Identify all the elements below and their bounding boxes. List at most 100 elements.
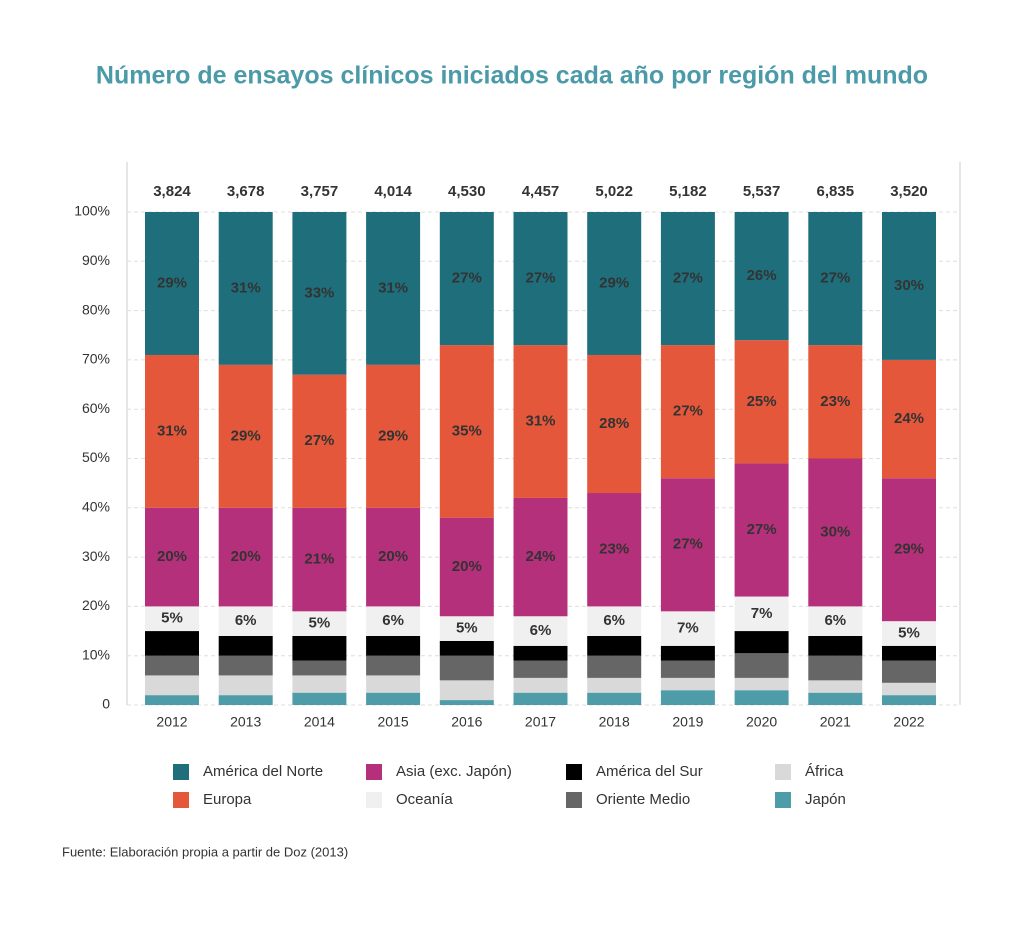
legend-label: Japón [805, 791, 846, 808]
bar-segment [292, 692, 347, 705]
legend-swatch [173, 764, 189, 780]
data-label: 20% [378, 548, 408, 565]
bar-segment [513, 497, 568, 617]
bar-segment [587, 677, 642, 693]
data-label: 21% [304, 551, 334, 568]
y-tick-label: 0 [102, 696, 110, 712]
x-tick-label: 2019 [672, 714, 703, 730]
x-tick-label: 2012 [156, 714, 187, 730]
bar-segment [808, 692, 863, 705]
bar-segment [734, 596, 789, 632]
legend-swatch [775, 792, 791, 808]
bar-segment [366, 364, 421, 508]
data-label: 27% [452, 270, 482, 287]
bar-segment [145, 354, 199, 508]
bar-segment [218, 655, 273, 676]
data-label: 28% [599, 415, 629, 432]
data-label: 31% [525, 412, 555, 429]
legend-label: Europa [203, 791, 252, 808]
bar-segment [734, 463, 789, 597]
bar-segment [292, 611, 347, 636]
total-label: 5,182 [669, 183, 707, 200]
bar-segment [587, 655, 642, 678]
bar-segment [439, 655, 494, 681]
total-label: 4,014 [374, 183, 412, 200]
bar-segment [218, 695, 273, 705]
bar-segment [882, 660, 936, 683]
bar-segment [513, 692, 568, 705]
bar-segment [292, 675, 347, 693]
data-label: 30% [894, 277, 924, 294]
data-label: 29% [599, 274, 629, 291]
legend-swatch [566, 764, 582, 780]
bar-segment [292, 635, 347, 661]
data-label: 29% [231, 427, 261, 444]
legend-swatch [366, 764, 382, 780]
data-label: 6% [824, 612, 846, 629]
data-label: 7% [751, 605, 773, 622]
bar-segment [145, 507, 199, 607]
y-tick-label: 80% [82, 301, 110, 317]
bar-segment [660, 660, 715, 678]
data-label: 30% [820, 523, 850, 540]
data-label: 29% [157, 274, 187, 291]
bar-segment [218, 212, 273, 365]
data-label: 23% [820, 393, 850, 410]
data-label: 24% [525, 548, 555, 565]
bar-segment [587, 493, 642, 607]
bar-segment [587, 212, 642, 355]
bar-segment [513, 212, 568, 346]
y-tick-label: 40% [82, 499, 110, 515]
legend-label: Oceanía [396, 791, 453, 808]
data-label: 6% [382, 612, 404, 629]
chart-title: Número de ensayos clínicos iniciados cad… [96, 62, 928, 90]
x-tick-label: 2015 [378, 714, 409, 730]
bar-segment [145, 655, 199, 676]
bar-segment [660, 478, 715, 612]
data-label: 33% [304, 284, 334, 301]
bar-segment [292, 212, 347, 375]
bar-segment [366, 606, 421, 636]
bar-segment [808, 680, 863, 693]
bar-segment [218, 675, 273, 696]
bar-segment [808, 212, 863, 346]
total-label: 3,520 [890, 183, 928, 200]
bar-segment [808, 655, 863, 681]
bar-segment [660, 611, 715, 646]
source-note: Fuente: Elaboración propia a partir de D… [62, 844, 348, 859]
bar-segment [808, 345, 863, 459]
bar-segment [808, 606, 863, 636]
data-label: 6% [530, 622, 552, 639]
legend-swatch [566, 792, 582, 808]
data-label: 25% [747, 393, 777, 410]
bar-segment [439, 345, 494, 518]
bar-segment [145, 631, 199, 656]
bar-segment [882, 212, 936, 360]
bar-segment [292, 374, 347, 508]
bar-segment [513, 345, 568, 498]
bar-segment [587, 606, 642, 636]
data-label: 27% [673, 403, 703, 420]
total-label: 5,537 [743, 183, 781, 200]
bar-segment [366, 635, 421, 656]
bar-segment [734, 631, 789, 654]
y-tick-label: 20% [82, 597, 110, 613]
y-tick-label: 70% [82, 351, 110, 367]
bar-segment [366, 675, 421, 693]
total-label: 4,530 [448, 183, 486, 200]
total-label: 5,022 [595, 183, 633, 200]
bar-segment [734, 677, 789, 691]
bar-segment [292, 660, 347, 676]
data-label: 5% [898, 624, 920, 641]
bar-segment [734, 653, 789, 678]
bar-segment [882, 682, 936, 696]
y-tick-label: 10% [82, 646, 110, 662]
total-label: 3,678 [227, 183, 265, 200]
bar-segment [882, 621, 936, 646]
data-label: 27% [673, 270, 703, 287]
x-tick-label: 2013 [230, 714, 261, 730]
bar-segment [882, 645, 936, 661]
data-label: 29% [378, 427, 408, 444]
data-label: 23% [599, 541, 629, 558]
bar-segment [660, 677, 715, 691]
